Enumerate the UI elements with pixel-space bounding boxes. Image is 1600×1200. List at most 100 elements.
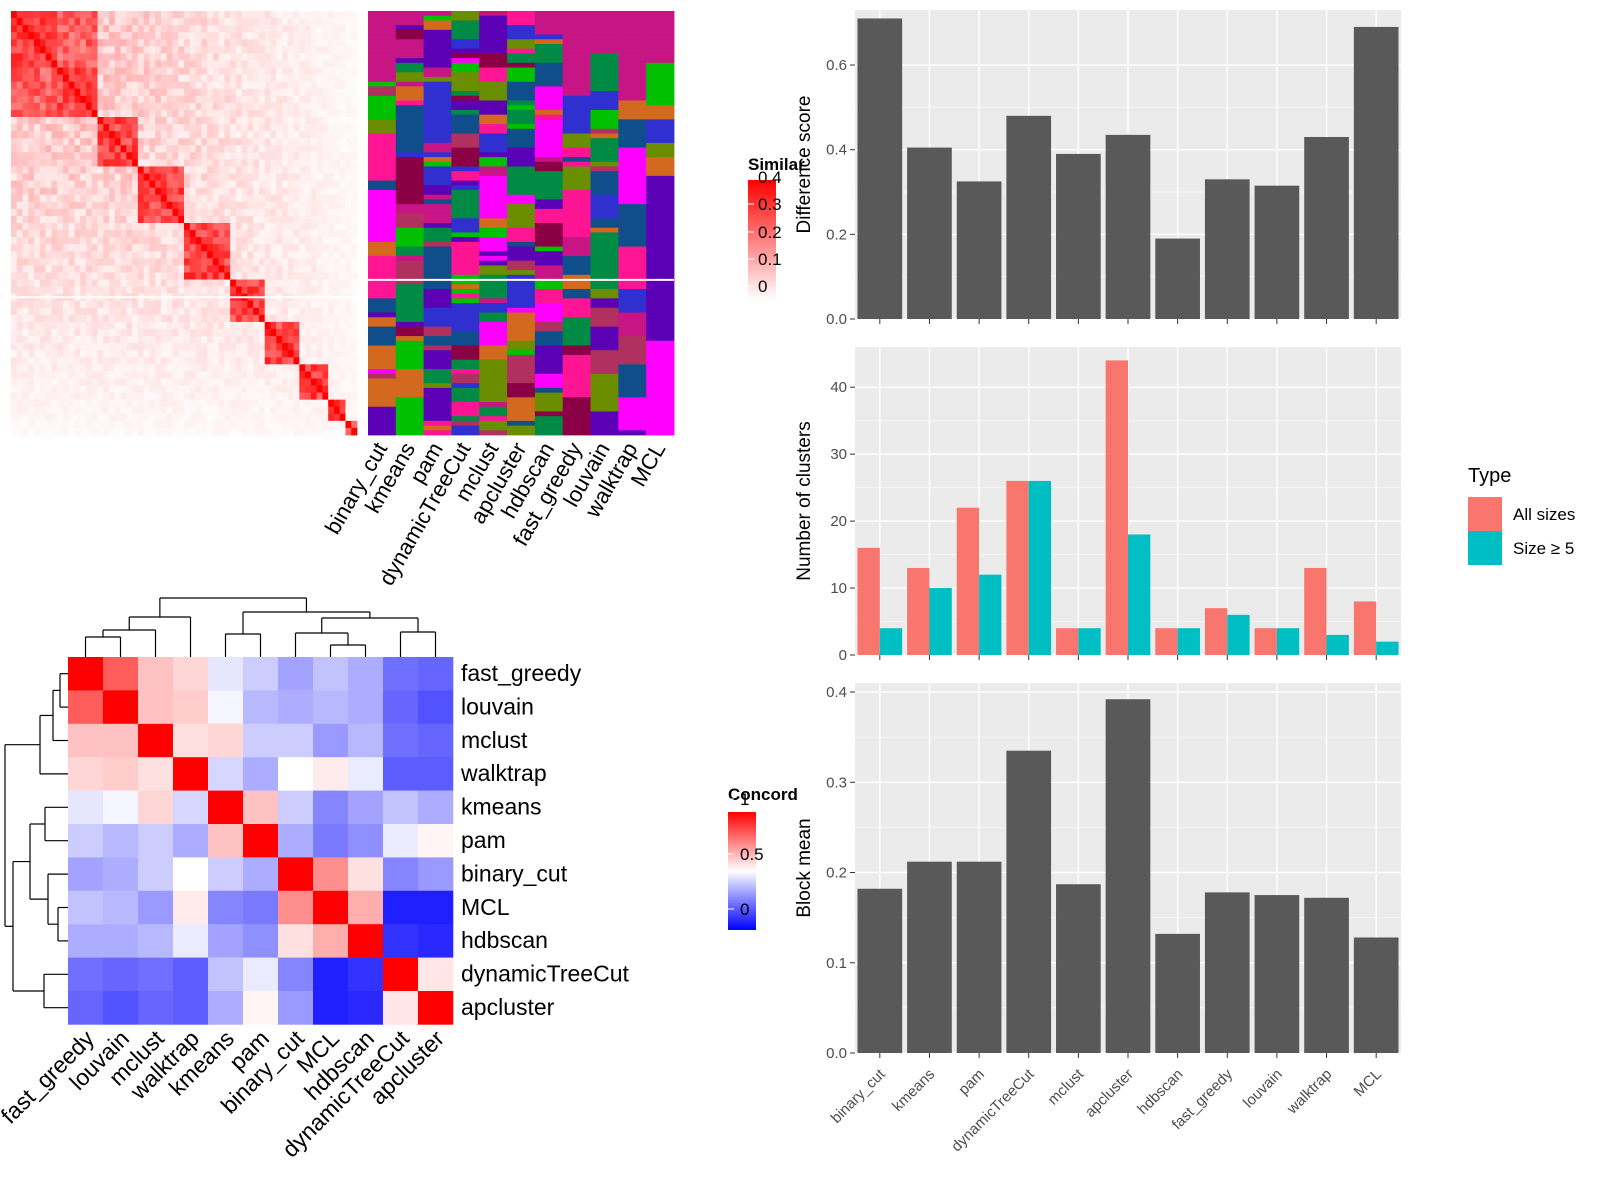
similarity-cell	[345, 159, 352, 167]
similarity-cell	[91, 152, 98, 160]
similarity-cell	[299, 11, 306, 19]
similarity-cell	[201, 18, 208, 26]
similarity-cell	[189, 286, 196, 295]
similarity-cell	[68, 25, 75, 33]
partition-cell-kmeans	[395, 48, 425, 54]
partition-cell-pam	[423, 307, 452, 313]
similarity-cell	[28, 237, 35, 245]
partition-cell-MCL	[646, 369, 675, 375]
similarity-cell	[276, 11, 283, 19]
similarity-cell	[276, 138, 283, 146]
similarity-cell	[39, 399, 46, 408]
partition-cell-dynamicTreeCut	[451, 138, 480, 144]
partition-cell-binary_cut	[368, 359, 397, 365]
similarity-cell	[132, 413, 139, 422]
similarity-cell	[132, 74, 139, 83]
similarity-cell	[328, 364, 335, 372]
similarity-cell	[247, 138, 254, 146]
partition-cell-fast_greedy	[562, 39, 591, 45]
partition-cell-apcluster	[507, 48, 536, 54]
similarity-cell	[137, 117, 145, 125]
similarity-cell	[74, 74, 81, 83]
similarity-cell	[293, 88, 300, 97]
similarity-cell	[253, 173, 260, 181]
partition-cell-louvain	[590, 67, 619, 73]
similarity-cell	[230, 152, 237, 160]
similarity-cell	[270, 406, 277, 415]
partition-cell-pam	[423, 95, 452, 101]
similarity-cell	[189, 215, 196, 224]
similarity-cell	[34, 378, 41, 386]
similarity-cell	[62, 307, 70, 316]
similarity-cell	[195, 39, 202, 47]
similarity-cell	[80, 385, 87, 393]
concordance-cell	[418, 824, 454, 858]
similarity-cell	[155, 152, 162, 160]
similarity-cell	[235, 385, 243, 393]
similarity-cell	[345, 208, 352, 217]
similarity-cell	[68, 194, 75, 203]
similarity-cell	[333, 321, 341, 330]
similarity-cell	[68, 201, 75, 210]
similarity-cell	[166, 350, 173, 358]
similarity-cell	[16, 300, 23, 309]
similarity-cell	[282, 215, 289, 224]
similarity-cell	[293, 60, 300, 68]
similarity-cell	[201, 279, 208, 287]
concordance-cell	[68, 924, 104, 958]
similarity-cell	[230, 300, 237, 309]
similarity-cell	[293, 244, 300, 252]
partition-cell-mclust	[479, 420, 508, 426]
similarity-cell	[11, 88, 18, 97]
similarity-cell	[305, 427, 312, 436]
y-axis-title: Difference score	[794, 96, 815, 234]
concordance-row-label-MCL: MCL	[461, 894, 510, 920]
partition-cell-hdbscan	[534, 340, 564, 346]
similarity-cell	[195, 208, 202, 217]
similarity-cell	[132, 364, 139, 372]
similarity-cell	[85, 25, 93, 33]
similarity-cell	[85, 300, 93, 309]
similarity-cell	[39, 265, 46, 273]
similarity-cell	[345, 357, 352, 365]
similarity-cell	[11, 60, 18, 68]
similarity-cell	[62, 11, 70, 19]
similarity-cell	[97, 74, 104, 83]
similarity-cell	[114, 173, 121, 181]
similarity-cell	[85, 385, 93, 393]
similarity-cell	[16, 336, 23, 344]
similarity-cell	[235, 223, 243, 231]
similarity-cell	[85, 371, 93, 379]
partition-cell-hdbscan	[534, 298, 564, 304]
partition-cell-kmeans	[395, 354, 425, 361]
partition-cell-binary_cut	[368, 255, 397, 262]
similarity-cell	[305, 32, 312, 40]
similarity-cell	[322, 60, 329, 68]
similarity-cell	[184, 300, 191, 309]
similarity-cell	[235, 392, 243, 401]
similarity-cell	[62, 145, 70, 153]
similarity-cell	[137, 53, 145, 61]
similarity-cell	[103, 11, 110, 19]
partition-cell-hdbscan	[534, 420, 564, 426]
similarity-cell	[195, 399, 202, 408]
similarity-cell	[345, 145, 352, 153]
partition-cell-mclust	[479, 25, 508, 31]
similarity-cell	[189, 208, 196, 217]
similarity-cell	[132, 272, 139, 280]
partition-cell-binary_cut	[368, 317, 397, 323]
partition-cell-apcluster	[507, 246, 536, 252]
similarity-cell	[103, 102, 110, 111]
similarity-cell	[339, 385, 346, 393]
similarity-cell	[149, 173, 156, 181]
concordance-cell	[103, 857, 139, 892]
similarity-cell	[149, 11, 156, 19]
similarity-cell	[126, 166, 133, 174]
partition-cell-kmeans	[395, 359, 425, 365]
similarity-cell	[264, 74, 271, 83]
similarity-cell	[160, 357, 168, 365]
similarity-cell	[85, 145, 93, 153]
similarity-cell	[91, 329, 98, 337]
similarity-cell	[189, 194, 196, 203]
similarity-cell	[178, 371, 185, 379]
